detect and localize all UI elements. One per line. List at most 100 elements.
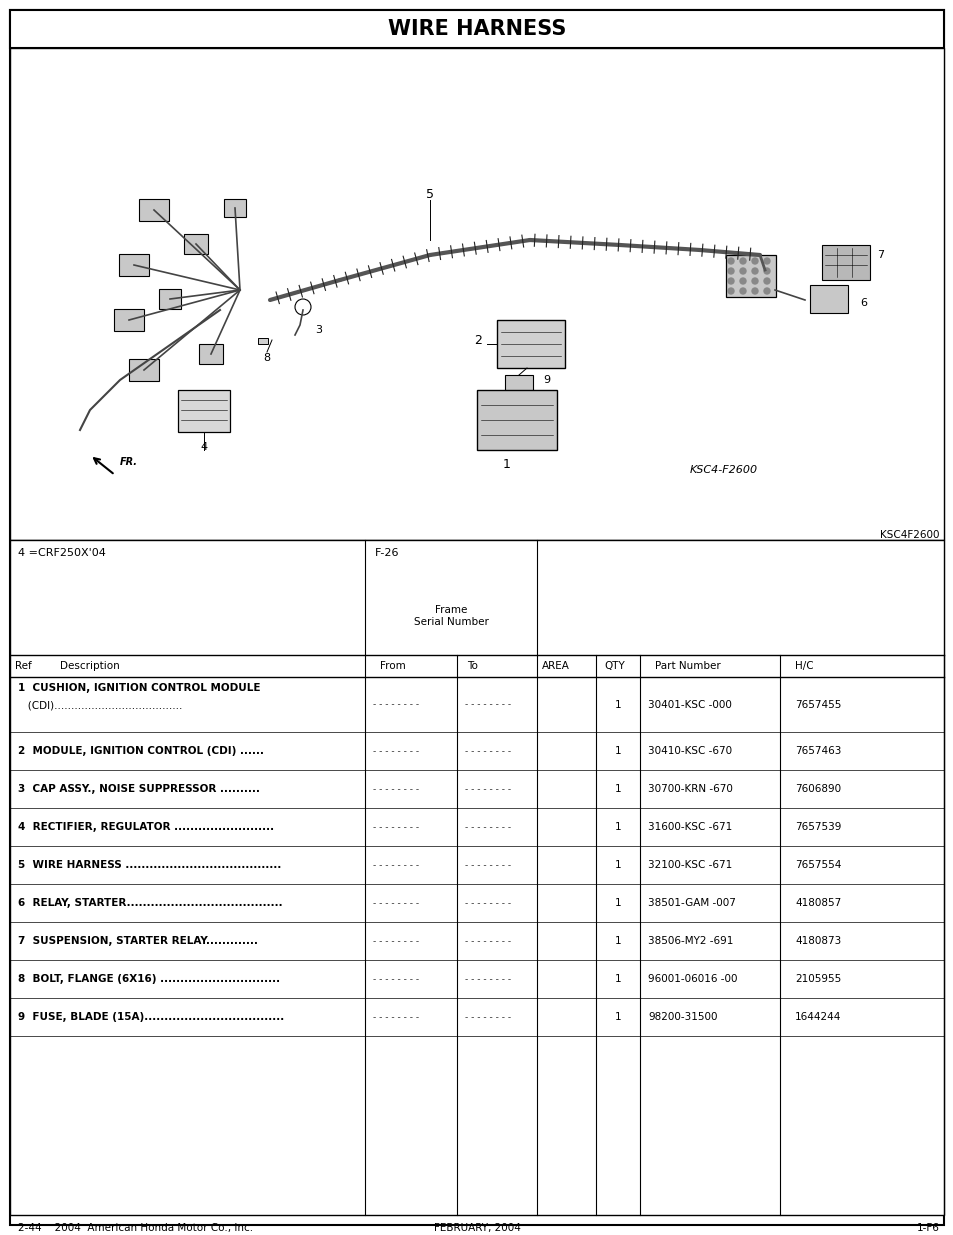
- FancyBboxPatch shape: [224, 199, 246, 217]
- Text: - - - - - - - -: - - - - - - - -: [373, 974, 418, 983]
- Bar: [178, 390, 230, 432]
- Text: 38506-MY2 -691: 38506-MY2 -691: [647, 936, 733, 946]
- Text: 98200-31500: 98200-31500: [647, 1013, 717, 1023]
- Text: 7: 7: [876, 249, 883, 261]
- Text: 7  SUSPENSION, STARTER RELAY.............: 7 SUSPENSION, STARTER RELAY.............: [18, 936, 257, 946]
- Text: - - - - - - - -: - - - - - - - -: [464, 700, 511, 709]
- Text: 4  RECTIFIER, REGULATOR .........................: 4 RECTIFIER, REGULATOR .................…: [18, 823, 274, 832]
- Text: - - - - - - - -: - - - - - - - -: [464, 936, 511, 946]
- Circle shape: [763, 258, 769, 264]
- Text: 8  BOLT, FLANGE (6X16) ..............................: 8 BOLT, FLANGE (6X16) ..................…: [18, 974, 280, 984]
- Text: Description: Description: [60, 661, 120, 671]
- Bar: [10, 48, 943, 540]
- Text: 7657554: 7657554: [794, 860, 841, 871]
- Text: To: To: [467, 661, 477, 671]
- Text: 7657455: 7657455: [794, 699, 841, 710]
- Circle shape: [740, 278, 745, 284]
- Text: Frame
Serial Number: Frame Serial Number: [414, 605, 488, 627]
- Circle shape: [763, 278, 769, 284]
- FancyBboxPatch shape: [129, 359, 159, 382]
- Text: 6: 6: [859, 298, 866, 308]
- Text: 9: 9: [542, 375, 550, 385]
- Text: 1  CUSHION, IGNITION CONTROL MODULE: 1 CUSHION, IGNITION CONTROL MODULE: [18, 683, 260, 693]
- Text: - - - - - - - -: - - - - - - - -: [464, 861, 511, 869]
- Text: QTY: QTY: [603, 661, 624, 671]
- Circle shape: [763, 268, 769, 274]
- Text: 31600-KSC -671: 31600-KSC -671: [647, 823, 732, 832]
- Text: FEBRUARY, 2004: FEBRUARY, 2004: [433, 1223, 520, 1233]
- Text: - - - - - - - -: - - - - - - - -: [373, 784, 418, 794]
- FancyBboxPatch shape: [139, 199, 169, 221]
- FancyBboxPatch shape: [159, 289, 181, 309]
- Text: - - - - - - - -: - - - - - - - -: [464, 747, 511, 756]
- Bar: [476, 390, 557, 450]
- Text: 4180857: 4180857: [794, 898, 841, 908]
- Text: - - - - - - - -: - - - - - - - -: [464, 974, 511, 983]
- Bar: [10, 10, 943, 48]
- Circle shape: [727, 288, 733, 294]
- Text: 7657539: 7657539: [794, 823, 841, 832]
- Text: 1: 1: [614, 1013, 620, 1023]
- Text: 2105955: 2105955: [794, 974, 841, 984]
- Bar: [257, 338, 268, 345]
- Text: 30410-KSC -670: 30410-KSC -670: [647, 746, 731, 756]
- Text: From: From: [379, 661, 405, 671]
- Text: - - - - - - - -: - - - - - - - -: [373, 700, 418, 709]
- Text: 2-44    2004  American Honda Motor Co., Inc.: 2-44 2004 American Honda Motor Co., Inc.: [18, 1223, 253, 1233]
- Text: - - - - - - - -: - - - - - - - -: [373, 936, 418, 946]
- Text: 9  FUSE, BLADE (15A)...................................: 9 FUSE, BLADE (15A).....................…: [18, 1013, 284, 1023]
- Text: 3: 3: [314, 325, 322, 335]
- Text: - - - - - - - -: - - - - - - - -: [373, 861, 418, 869]
- Text: F-26: F-26: [375, 548, 399, 558]
- Circle shape: [751, 258, 758, 264]
- Text: - - - - - - - -: - - - - - - - -: [373, 747, 418, 756]
- Text: AREA: AREA: [541, 661, 569, 671]
- Text: KSC4-F2600: KSC4-F2600: [689, 466, 758, 475]
- Bar: [497, 320, 564, 368]
- Circle shape: [727, 268, 733, 274]
- Text: (CDI)......................................: (CDI)...................................…: [18, 700, 182, 710]
- Bar: [10, 540, 943, 1215]
- Circle shape: [740, 268, 745, 274]
- Text: 1: 1: [502, 458, 511, 471]
- Text: WIRE HARNESS: WIRE HARNESS: [388, 19, 565, 40]
- Circle shape: [751, 268, 758, 274]
- Text: 1-F6: 1-F6: [916, 1223, 939, 1233]
- FancyBboxPatch shape: [119, 254, 149, 275]
- Text: 8: 8: [263, 353, 271, 363]
- Circle shape: [751, 288, 758, 294]
- Text: 5  WIRE HARNESS .......................................: 5 WIRE HARNESS .........................…: [18, 860, 281, 871]
- Text: 6  RELAY, STARTER.......................................: 6 RELAY, STARTER........................…: [18, 898, 282, 908]
- Text: H/C: H/C: [794, 661, 813, 671]
- Text: - - - - - - - -: - - - - - - - -: [464, 823, 511, 831]
- Text: 2: 2: [474, 333, 481, 347]
- Bar: [809, 285, 847, 312]
- Text: KSC4F2600: KSC4F2600: [880, 530, 939, 540]
- Text: 1644244: 1644244: [794, 1013, 841, 1023]
- Circle shape: [740, 258, 745, 264]
- Text: - - - - - - - -: - - - - - - - -: [464, 784, 511, 794]
- Text: - - - - - - - -: - - - - - - - -: [464, 1013, 511, 1021]
- Text: 4180873: 4180873: [794, 936, 841, 946]
- Text: 1: 1: [614, 823, 620, 832]
- Text: FR.: FR.: [120, 457, 138, 467]
- Text: - - - - - - - -: - - - - - - - -: [373, 1013, 418, 1021]
- FancyBboxPatch shape: [113, 309, 144, 331]
- Text: 4: 4: [200, 442, 208, 452]
- FancyBboxPatch shape: [184, 233, 208, 254]
- Circle shape: [740, 288, 745, 294]
- Text: 1: 1: [614, 974, 620, 984]
- Text: 3  CAP ASSY., NOISE SUPPRESSOR ..........: 3 CAP ASSY., NOISE SUPPRESSOR ..........: [18, 784, 260, 794]
- Text: 32100-KSC -671: 32100-KSC -671: [647, 860, 732, 871]
- Text: - - - - - - - -: - - - - - - - -: [464, 899, 511, 908]
- Text: 1: 1: [614, 699, 620, 710]
- Circle shape: [727, 258, 733, 264]
- Bar: [725, 254, 775, 296]
- Text: 4 =CRF250X'04: 4 =CRF250X'04: [18, 548, 106, 558]
- Bar: [504, 375, 533, 395]
- Text: 96001-06016 -00: 96001-06016 -00: [647, 974, 737, 984]
- Circle shape: [751, 278, 758, 284]
- Text: 1: 1: [614, 784, 620, 794]
- Text: Part Number: Part Number: [655, 661, 720, 671]
- Text: - - - - - - - -: - - - - - - - -: [373, 899, 418, 908]
